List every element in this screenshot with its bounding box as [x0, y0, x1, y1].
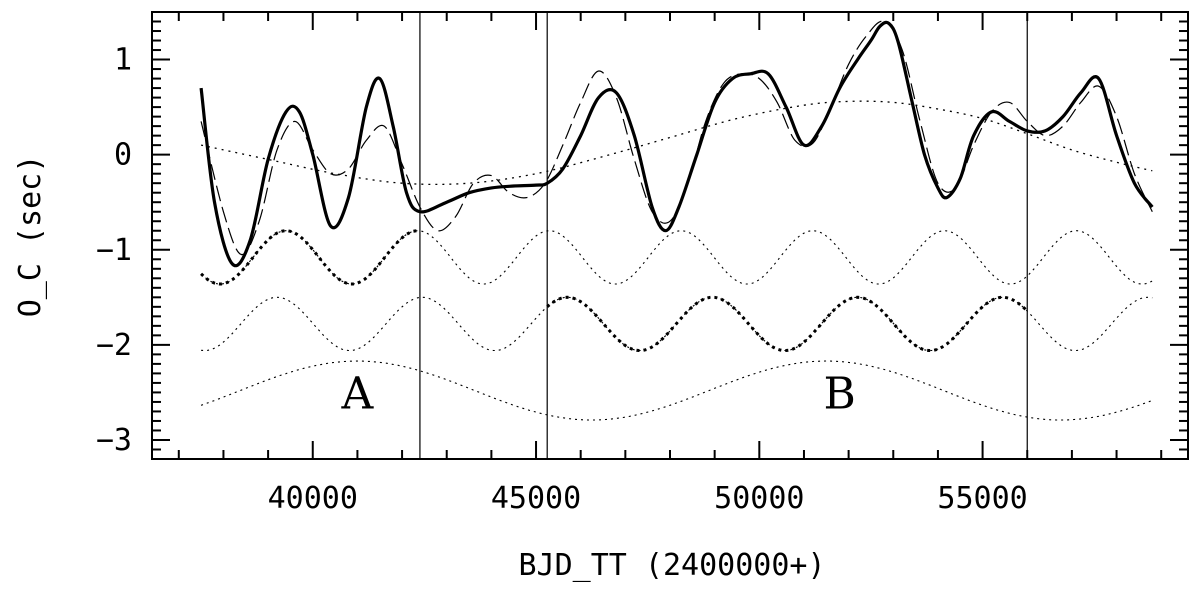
region-label: B [824, 368, 856, 419]
plot-frame [151, 11, 1189, 460]
fit-curve-solid [199, 20, 1154, 268]
x-tick-label: 40000 [268, 481, 358, 516]
axis-ticks [152, 12, 1188, 460]
y-axis-title: O_C (sec) [13, 155, 48, 318]
curve-dashed [200, 20, 1153, 256]
x-axis-title: BJD_TT (2400000+) [518, 548, 825, 583]
x-tick-label: 55000 [937, 481, 1027, 516]
x-tick-label: 45000 [491, 481, 581, 516]
y-tick-label: 1 [114, 43, 132, 78]
sine-component-5 [200, 360, 1153, 421]
region-label: A [341, 368, 375, 419]
sine-component-bold-4 [546, 295, 1029, 352]
y-tick-label: 0 [114, 138, 132, 173]
x-tick-label: 50000 [714, 481, 804, 516]
sine-component-bold-3 [200, 229, 421, 286]
sine-component-3 [200, 230, 1153, 285]
y-tick-label: −2 [96, 328, 132, 363]
region-separators [419, 12, 1028, 459]
y-tick-label: −3 [96, 423, 132, 458]
data-series [199, 20, 1154, 421]
tick-labels: 40000 45000 50000 55000 1 0 −1 −2 −3 A B [96, 43, 1028, 516]
y-tick-label: −1 [96, 233, 132, 268]
